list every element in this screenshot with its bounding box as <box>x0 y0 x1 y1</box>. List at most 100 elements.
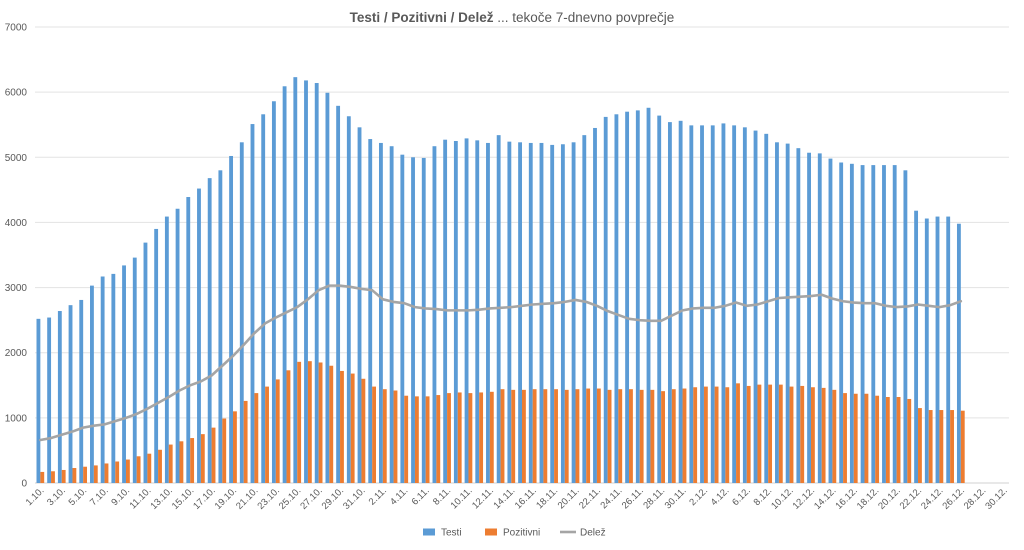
x-tick-label: 3.10. <box>45 485 68 508</box>
bar-pozitivni <box>522 389 526 483</box>
x-tick-label: 29.10. <box>320 485 346 511</box>
bar-pozitivni <box>885 397 890 483</box>
bar-pozitivni <box>297 361 302 483</box>
y-tick-label: 4000 <box>5 218 28 229</box>
bars <box>36 77 965 484</box>
bar-pozitivni <box>757 384 762 483</box>
x-tick-label: 23.10. <box>255 485 281 511</box>
bar-testi <box>400 154 405 483</box>
legend-swatch <box>423 528 435 536</box>
bar-testi <box>849 163 854 484</box>
bar-testi <box>635 110 640 483</box>
x-tick-label: 7.10. <box>88 485 111 508</box>
x-tick-label: 16.11. <box>513 485 539 511</box>
bar-testi <box>839 162 844 483</box>
line-series <box>39 284 963 442</box>
bar-pozitivni <box>650 389 655 483</box>
bar-pozitivni <box>596 388 601 483</box>
bar-testi <box>614 114 619 483</box>
bar-pozitivni <box>907 398 912 483</box>
bar-testi <box>197 188 201 484</box>
bar-testi <box>892 165 897 483</box>
x-tick-label: 4.11. <box>388 485 410 507</box>
bar-pozitivni <box>821 387 826 483</box>
bar-pozitivni <box>853 393 858 483</box>
x-tick-label: 13.10. <box>148 485 174 511</box>
bar-testi <box>518 142 522 484</box>
x-tick-label: 31.10. <box>341 485 367 511</box>
bar-testi <box>914 210 919 483</box>
legend: Testi Pozitivni Delež <box>423 528 606 539</box>
bar-pozitivni <box>372 386 376 483</box>
bar-pozitivni <box>414 396 419 483</box>
bar-testi <box>775 142 779 484</box>
x-tick-label: 2.12. <box>687 485 710 508</box>
bar-pozitivni <box>179 441 184 483</box>
bar-pozitivni <box>425 396 430 483</box>
bar-testi <box>47 317 52 483</box>
bar-testi <box>785 143 790 484</box>
x-tick-label: 28.12. <box>962 485 988 511</box>
x-tick-label: 26.12. <box>941 485 967 511</box>
x-tick-label: 6.11. <box>410 485 432 507</box>
bar-pozitivni <box>778 384 783 483</box>
bar-pozitivni <box>136 456 141 483</box>
bar-testi <box>336 105 341 483</box>
bar-testi <box>314 83 319 484</box>
x-tick-label: 16.12. <box>833 485 859 511</box>
bar-pozitivni <box>564 389 569 483</box>
legend-item-testi: Testi <box>423 528 462 539</box>
bar-testi <box>764 133 769 483</box>
x-tick-label: 15.10. <box>170 485 196 511</box>
bar-testi <box>389 146 394 483</box>
bar-testi <box>261 114 266 483</box>
bar-pozitivni <box>104 463 109 483</box>
line-delež <box>39 284 963 442</box>
bar-testi <box>132 257 137 483</box>
bar-testi <box>753 130 758 483</box>
bar-pozitivni <box>511 389 516 483</box>
bar-testi <box>560 144 565 483</box>
x-tick-label: 22.11. <box>577 485 603 511</box>
bar-pozitivni <box>736 383 740 483</box>
legend-item-pozitivni: Pozitivni <box>485 528 540 539</box>
bar-pozitivni <box>83 466 88 483</box>
x-tick-label: 14.12. <box>812 485 838 511</box>
x-tick-label: 1.10. <box>24 485 47 508</box>
x-tick-label: 28.11. <box>641 485 667 511</box>
bar-testi <box>507 141 512 483</box>
bar-pozitivni <box>468 393 473 483</box>
bar-pozitivni <box>939 410 944 483</box>
bar-testi <box>154 228 159 483</box>
bar-testi <box>946 216 951 483</box>
y-tick-label: 2000 <box>5 348 28 359</box>
bar-pozitivni <box>275 379 280 483</box>
bar-pozitivni <box>436 395 441 483</box>
bar-testi <box>646 107 651 483</box>
legend-label: Delež <box>580 528 606 539</box>
bar-pozitivni <box>211 427 216 483</box>
bar-pozitivni <box>489 391 494 483</box>
bar-pozitivni <box>682 388 687 483</box>
bar-testi <box>143 242 148 483</box>
bar-pozitivni <box>832 389 837 483</box>
bar-testi <box>379 142 383 483</box>
bar-testi <box>817 153 822 483</box>
x-tick-label: 10.12. <box>769 485 795 511</box>
x-tick-label: 25.10. <box>277 485 303 511</box>
x-tick-label: 18.12. <box>855 485 881 511</box>
bar-testi <box>882 165 886 483</box>
bar-testi <box>860 165 865 483</box>
bar-pozitivni <box>896 397 901 483</box>
x-tick-label: 27.10. <box>298 485 324 511</box>
bar-pozitivni <box>404 395 409 483</box>
bar-pozitivni <box>746 385 751 483</box>
bar-testi <box>956 223 961 484</box>
bar-pozitivni <box>500 389 505 483</box>
bar-pozitivni <box>950 410 954 483</box>
x-tick-label: 11.10. <box>128 485 154 511</box>
bar-pozitivni <box>618 389 623 483</box>
bar-testi <box>828 158 833 483</box>
bar-pozitivni <box>147 453 152 483</box>
